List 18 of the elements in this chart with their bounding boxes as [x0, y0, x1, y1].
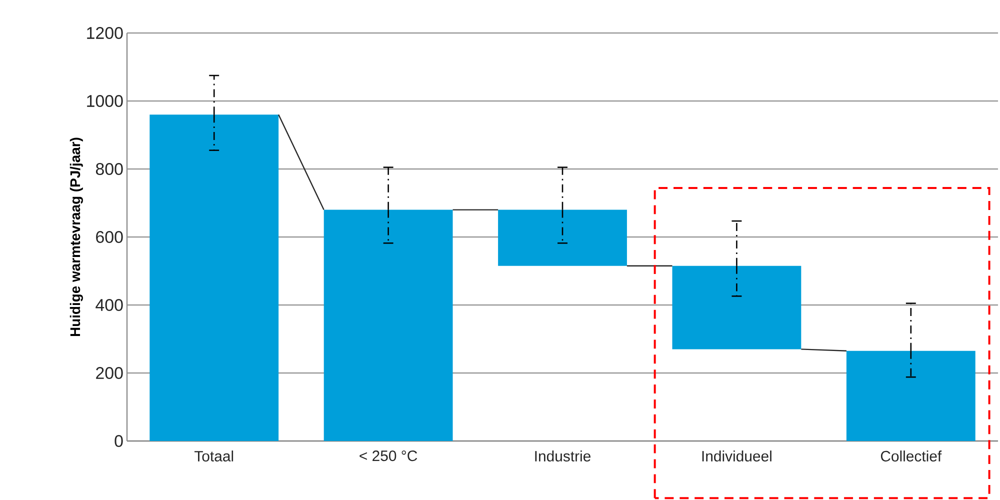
bar — [498, 210, 627, 266]
x-tick-label: < 250 °C — [360, 450, 418, 462]
x-tick-label: Collectief — [880, 450, 942, 462]
bar — [672, 266, 802, 350]
bar — [150, 114, 279, 441]
x-tick-label: Individueel — [702, 450, 772, 462]
y-tick-label: 600 — [96, 231, 123, 243]
bar — [846, 350, 976, 441]
y-tick-label: 1200 — [87, 26, 123, 39]
y-tick-label: 400 — [96, 299, 123, 311]
y-tick-label: 800 — [96, 163, 123, 175]
y-tick-label: 1000 — [87, 95, 123, 107]
x-tick-label: Totaal — [194, 450, 234, 462]
y-tick-label: 200 — [96, 367, 123, 379]
y-axis-title: Huidige warmtevraag (PJ/jaar) — [70, 138, 83, 336]
bar — [324, 210, 453, 441]
x-tick-label: Industrie — [535, 450, 590, 462]
y-tick-label: 0 — [114, 435, 123, 447]
